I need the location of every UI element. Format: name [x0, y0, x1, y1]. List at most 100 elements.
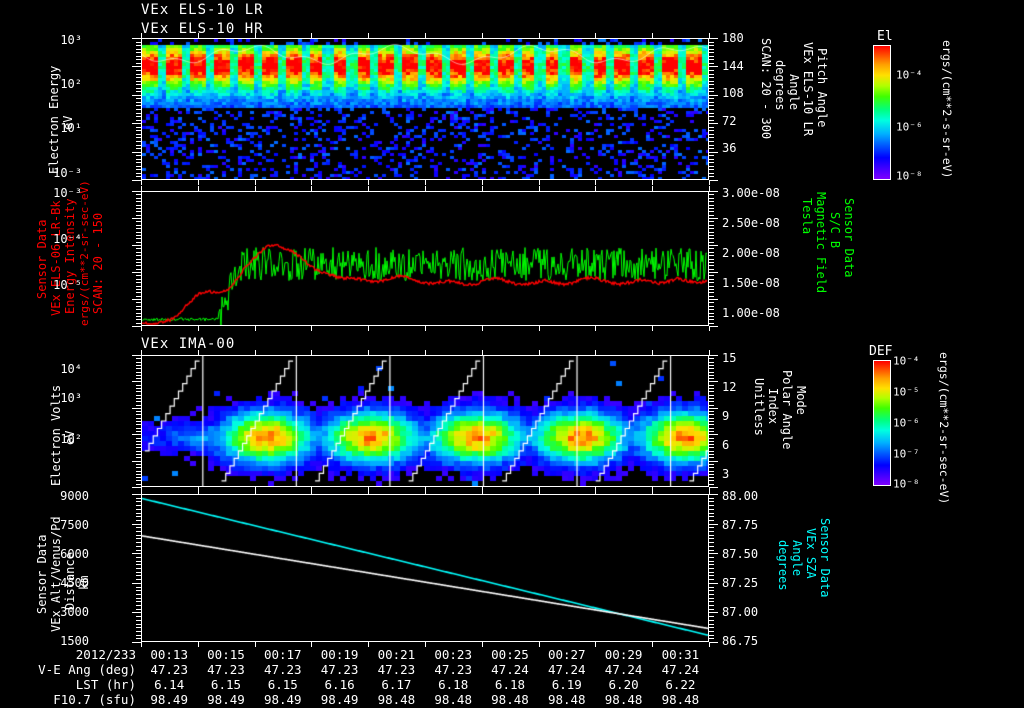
axis-tick: [141, 642, 142, 647]
axis-tick: [709, 538, 714, 539]
axis-tick: [255, 33, 256, 38]
axis-tick: [709, 191, 718, 192]
axis-tick: [709, 225, 714, 226]
axis-tick: [709, 74, 714, 75]
axis-tick: [136, 265, 141, 266]
axis-tick: [709, 587, 714, 588]
axis-tick: [425, 186, 426, 191]
axis-tick: [709, 145, 714, 146]
axis-tick: [709, 350, 710, 355]
time-table-cell: 6.15: [210, 677, 242, 692]
axis-tick: [709, 609, 714, 610]
panel2-plot-area[interactable]: [141, 191, 709, 326]
axis-tick: [709, 81, 714, 82]
axis-tick: [136, 232, 141, 233]
axis-tick: [136, 74, 141, 75]
axis-tick: [136, 235, 141, 236]
time-table-cell: 6.15: [267, 677, 298, 692]
panel4-plot-area[interactable]: [141, 494, 709, 642]
axis-tick: [709, 520, 714, 521]
axis-tick: [132, 612, 141, 613]
axis-tick: [136, 451, 141, 452]
axis-tick: [709, 194, 714, 195]
axis-tick: [136, 587, 141, 588]
axis-tick: [709, 616, 714, 617]
axis-tick: [709, 365, 714, 366]
axis-tick: [136, 198, 141, 199]
axis-tick: [136, 252, 141, 253]
time-table-cell: 47.24: [604, 662, 643, 677]
axis-tick: [709, 52, 714, 53]
axis-tick: [709, 620, 714, 621]
axis-tick: [136, 194, 141, 195]
axis-tick: [136, 424, 141, 425]
axis-tick: [136, 561, 141, 562]
axis-tick: [709, 166, 714, 167]
axis-tick: [709, 358, 714, 359]
time-table-cell: 6.16: [324, 677, 355, 692]
time-table-cell: 47.23: [377, 662, 416, 677]
axis-tick: [132, 299, 141, 300]
panel1-plot-area[interactable]: [141, 38, 709, 180]
axis-tick: [709, 63, 714, 64]
axis-tick: [136, 176, 141, 177]
axis-tick: [709, 137, 714, 138]
axis-tick: [539, 180, 540, 185]
time-table-cell: 00:15: [207, 647, 245, 662]
axis-tick: [136, 289, 141, 290]
axis-tick: [136, 248, 141, 249]
time-table-cell: 00:19: [320, 647, 359, 662]
axis-tick: [368, 326, 369, 331]
time-table-cell: 47.23: [320, 662, 359, 677]
colorbar1-ticks: 10⁻⁴ 10⁻⁶ 10⁻⁸: [896, 45, 956, 183]
axis-tick: [132, 272, 141, 273]
axis-tick: [136, 109, 141, 110]
panel3-plot-area[interactable]: [141, 355, 709, 487]
axis-tick: [255, 186, 256, 191]
axis-tick: [136, 391, 141, 392]
axis-tick: [709, 388, 714, 389]
axis-tick: [311, 489, 312, 494]
panel2-left-label-quantity: Energy Intensity: [63, 198, 77, 314]
axis-tick: [132, 461, 141, 462]
axis-tick: [709, 381, 718, 382]
axis-tick: [136, 70, 141, 71]
axis-tick: [311, 180, 312, 185]
axis-tick: [709, 218, 718, 219]
axis-tick: [132, 245, 141, 246]
axis-tick: [709, 105, 714, 106]
axis-tick: [709, 91, 714, 92]
axis-tick: [709, 319, 714, 320]
axis-tick: [136, 368, 141, 369]
panel2-right-label-magfield: Magnetic Field: [814, 192, 828, 294]
axis-tick: [539, 33, 540, 38]
axis-tick: [709, 605, 714, 606]
axis-tick: [709, 269, 714, 270]
axis-tick: [709, 561, 714, 562]
time-table-cell: 47.24: [491, 662, 529, 677]
axis-tick: [136, 159, 141, 160]
axis-tick: [136, 372, 141, 373]
axis-tick: [709, 535, 714, 536]
axis-tick: [255, 180, 256, 185]
axis-tick: [709, 441, 714, 442]
axis-tick: [709, 282, 714, 283]
axis-tick: [136, 572, 141, 573]
axis-tick: [709, 424, 714, 425]
axis-tick: [709, 474, 714, 475]
axis-tick: [709, 45, 714, 46]
axis-tick: [595, 350, 596, 355]
time-table-cell: 98.48: [547, 692, 586, 707]
axis-tick: [709, 408, 718, 409]
axis-tick: [709, 501, 714, 502]
axis-tick: [136, 441, 141, 442]
axis-tick: [709, 542, 714, 543]
axis-tick: [595, 489, 596, 494]
axis-tick: [136, 282, 141, 283]
time-table-cell: 98.48: [434, 692, 472, 707]
axis-tick: [136, 208, 141, 209]
axis-tick: [198, 180, 199, 185]
axis-tick: [136, 464, 141, 465]
time-table-cell: 00:25: [491, 647, 529, 662]
axis-tick: [709, 306, 714, 307]
